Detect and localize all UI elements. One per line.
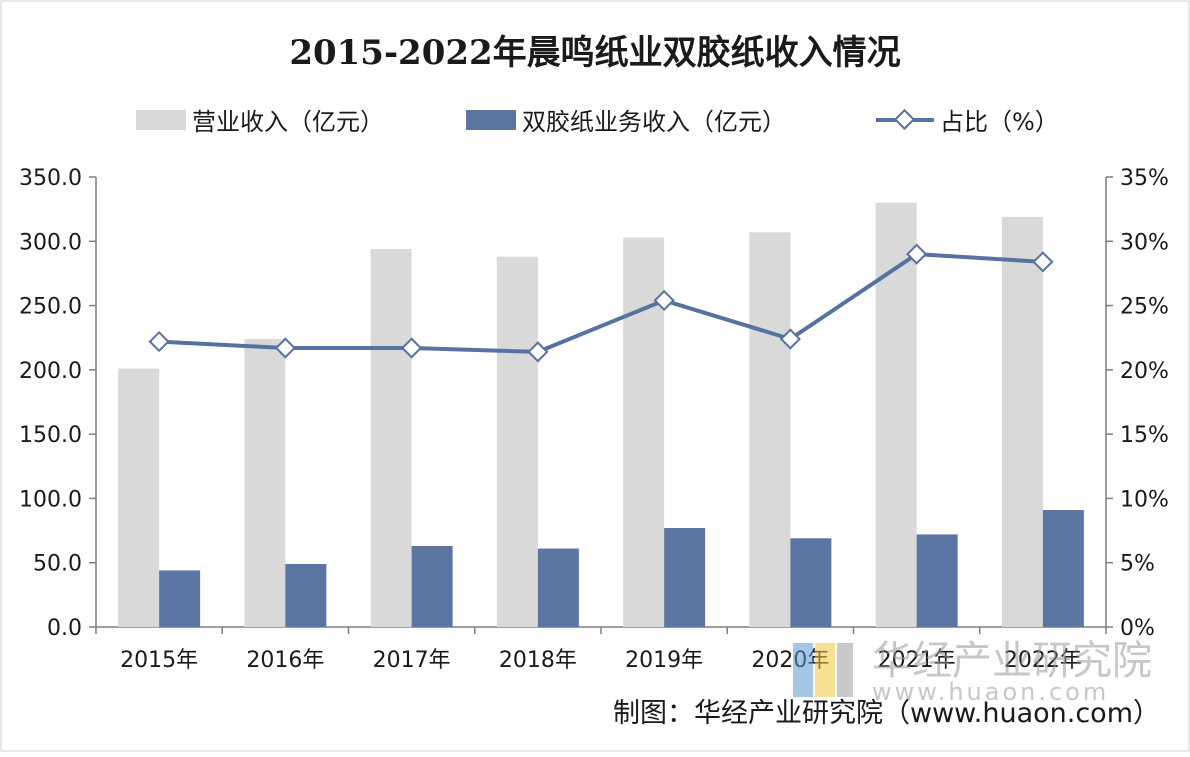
legend-label-revenue: 营业收入（亿元） — [192, 108, 384, 136]
bar-revenue — [623, 237, 665, 627]
bar-paper-revenue — [537, 548, 579, 627]
x-tick-label: 2018年 — [499, 648, 577, 673]
x-tick-label: 2015年 — [120, 648, 198, 673]
legend: 营业收入（亿元） 双胶纸业务收入（亿元） 占比（%） — [136, 108, 1059, 136]
ratio-line — [159, 252, 1043, 354]
x-tick-label: 2016年 — [246, 648, 324, 673]
y-left-tick-label: 350.0 — [19, 166, 82, 191]
ratio-point — [779, 328, 801, 350]
y-right-tick-label: 35% — [1120, 166, 1169, 191]
ratio-line-layer — [148, 243, 1054, 363]
watermark-logo-bar-blue — [793, 643, 813, 697]
legend-swatch-paper — [466, 110, 516, 130]
x-tick-label: 2021年 — [878, 648, 956, 673]
source-caption: 制图：华经产业研究院（www.huaon.com） — [613, 698, 1160, 729]
watermark-domain: www.huaon.com — [872, 678, 1109, 706]
y-left-tick-label: 300.0 — [19, 230, 82, 255]
bar-paper-revenue — [411, 546, 453, 627]
bar-paper-revenue — [664, 528, 706, 627]
y-right-tick-label: 0% — [1120, 616, 1155, 641]
ratio-point — [1032, 251, 1054, 273]
bar-paper-revenue — [916, 534, 958, 627]
y-left-tick-label: 250.0 — [19, 295, 82, 320]
bar-paper-revenue — [159, 570, 201, 627]
bar-revenue — [244, 339, 286, 627]
ratio-point — [274, 337, 296, 359]
legend-marker-ratio — [893, 108, 916, 131]
x-tick-label: 2019年 — [625, 648, 703, 673]
ratio-point — [906, 243, 928, 265]
bar-paper-revenue — [790, 538, 832, 627]
bar-revenue — [118, 368, 160, 627]
y-right-tick-label: 25% — [1120, 295, 1169, 320]
bar-revenue — [875, 202, 917, 627]
x-tick-label: 2017年 — [373, 648, 451, 673]
bar-revenue — [370, 249, 412, 627]
y-right-tick-label: 30% — [1120, 230, 1169, 255]
bar-revenue — [1001, 216, 1043, 627]
bar-revenue — [496, 256, 538, 627]
watermark-logo-bar-gray — [837, 643, 853, 697]
chart-title: 2015-2022年晨鸣纸业双胶纸收入情况 — [289, 33, 900, 73]
y-right-tick-label: 15% — [1120, 423, 1169, 448]
ratio-point — [148, 330, 170, 353]
watermark: 华经产业研究院 www.huaon.com — [793, 638, 1152, 706]
bar-paper-revenue — [1042, 510, 1084, 627]
legend-swatch-revenue — [136, 110, 186, 130]
legend-label-paper: 双胶纸业务收入（亿元） — [522, 108, 786, 136]
y-left-tick-label: 200.0 — [19, 359, 82, 384]
watermark-text: 华经产业研究院 — [872, 638, 1152, 684]
y-right-tick-label: 20% — [1120, 359, 1169, 384]
ratio-point — [401, 337, 423, 359]
ratio-point — [653, 289, 675, 312]
y-left-tick-label: 0.0 — [47, 616, 82, 641]
y-left-tick-label: 50.0 — [33, 552, 82, 577]
legend-label-ratio: 占比（%） — [940, 108, 1059, 136]
bars — [118, 202, 1084, 628]
watermark-logo-bar-yellow — [815, 643, 835, 697]
x-tick-label: 2022年 — [1004, 648, 1082, 673]
y-right-tick-label: 5% — [1120, 552, 1155, 577]
y-right-tick-label: 10% — [1120, 487, 1169, 512]
y-left-tick-label: 100.0 — [19, 487, 82, 512]
bar-revenue — [749, 232, 791, 628]
y-left-tick-label: 150.0 — [19, 423, 82, 448]
bar-paper-revenue — [285, 564, 327, 627]
ratio-point — [527, 341, 549, 363]
